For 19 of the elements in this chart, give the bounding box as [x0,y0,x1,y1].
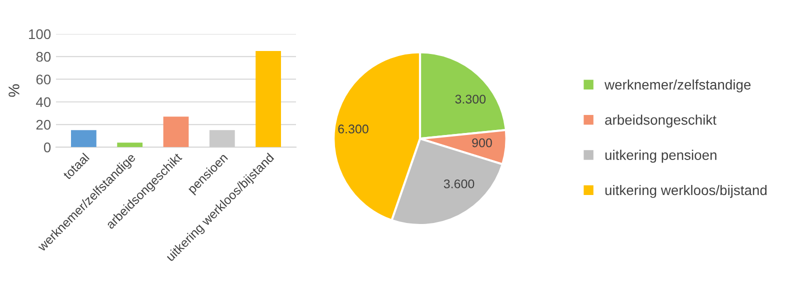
data-label: 3.300 [455,94,486,104]
y-tick-label: 20 [36,120,51,130]
bar [71,130,96,148]
y-tick-label: 0 [44,142,51,152]
y-tick-label: 60 [36,74,51,84]
bar [117,142,143,148]
y-axis-title: % [8,84,20,97]
legend-label: uitkering pensioen [605,150,716,163]
data-label: 3.600 [444,179,474,188]
bar [163,116,189,148]
legend-label: werknemer/zelfstandige [604,79,751,92]
y-tick-label: 80 [36,52,51,62]
bar [256,50,281,148]
data-label: 900 [472,138,492,148]
legend-label: arbeidsongeschikt [605,114,716,128]
y-tick-label: 40 [36,97,51,108]
bar [209,130,235,148]
data-label: 6.300 [338,124,368,134]
y-tick-label: 100 [29,29,51,40]
